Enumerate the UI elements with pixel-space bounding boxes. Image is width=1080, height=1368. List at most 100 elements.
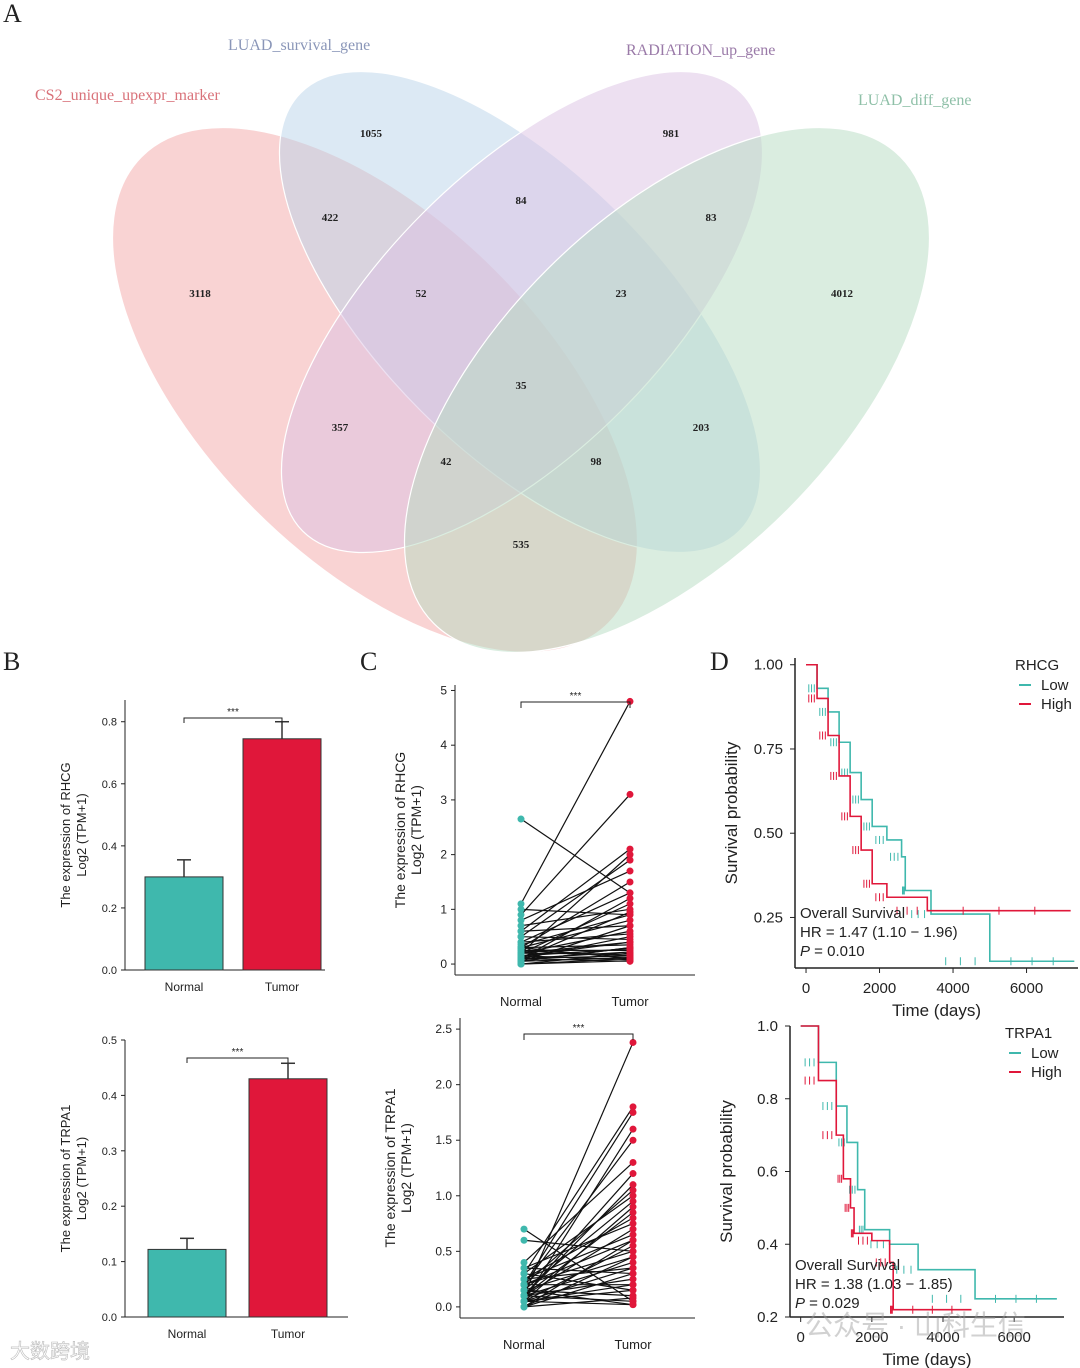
point-tumor xyxy=(629,1197,637,1205)
venn-count: 1055 xyxy=(360,128,383,140)
pair-line xyxy=(520,908,631,916)
watermark-left: 大数跨境 xyxy=(10,1340,90,1363)
x-tick-label: 0 xyxy=(797,1329,805,1346)
point-tumor xyxy=(629,1038,637,1046)
point-tumor xyxy=(629,1208,637,1216)
point-normal xyxy=(517,815,525,823)
significance-bracket xyxy=(183,717,283,723)
point-tumor xyxy=(629,1286,637,1294)
panel-label-a: A xyxy=(3,0,22,28)
point-tumor xyxy=(629,1170,637,1178)
x-tick-label: Normal xyxy=(168,1327,207,1341)
point-tumor xyxy=(629,1203,637,1211)
point-tumor xyxy=(626,911,634,919)
point-tumor xyxy=(629,1214,637,1222)
x-tick-label: Tumor xyxy=(614,1337,652,1352)
venn-set-label: CS2_unique_upexpr_marker xyxy=(35,87,221,104)
y-tick-label: 0.50 xyxy=(754,825,783,842)
pair-line xyxy=(523,1284,634,1302)
point-tumor xyxy=(629,1103,637,1111)
y-tick-label: 0.0 xyxy=(102,965,117,977)
y-tick-label: 0.6 xyxy=(757,1164,778,1181)
venn-count: 84 xyxy=(516,195,528,207)
pair-line xyxy=(520,949,631,957)
point-tumor xyxy=(629,1125,637,1133)
y-axis-label-unit: Log2 (TPM+1) xyxy=(408,785,424,875)
pair-line xyxy=(520,951,631,960)
point-tumor xyxy=(629,1242,637,1250)
y-tick-label: 0.2 xyxy=(102,903,117,915)
venn-count: 357 xyxy=(332,422,349,434)
x-tick-label: Normal xyxy=(165,980,204,994)
pair-line xyxy=(523,1042,634,1297)
point-tumor xyxy=(629,1181,637,1189)
y-tick-label: 0.1 xyxy=(102,1257,117,1269)
venn-set-label: RADIATION_up_gene xyxy=(626,42,775,59)
pair-line xyxy=(520,957,631,965)
y-tick-label: 0.2 xyxy=(757,1309,778,1326)
point-tumor xyxy=(629,1281,637,1289)
x-tick-label: Tumor xyxy=(611,994,649,1009)
km-annotation-title: Overall Survival xyxy=(800,905,905,922)
x-axis-label: Time (days) xyxy=(892,1001,981,1020)
point-tumor xyxy=(626,916,634,924)
pair-line xyxy=(523,1211,634,1297)
y-tick-label: 0.25 xyxy=(754,909,783,926)
y-tick-label: 1.5 xyxy=(435,1133,452,1147)
point-normal xyxy=(517,960,525,968)
y-axis-label: The expression of TRPA1 xyxy=(382,1088,398,1247)
km-curve-low xyxy=(800,1025,1057,1300)
pair-line xyxy=(523,1295,634,1302)
point-tumor xyxy=(629,1270,637,1278)
venn-count: 422 xyxy=(322,212,339,224)
point-tumor xyxy=(626,697,634,705)
pair-line xyxy=(520,870,631,921)
y-axis-label: The expression of RHCG xyxy=(392,752,408,908)
point-tumor xyxy=(629,1247,637,1255)
point-tumor xyxy=(629,1258,637,1266)
pair-line xyxy=(523,1300,634,1306)
y-tick-label: 0.0 xyxy=(435,1300,452,1314)
point-normal xyxy=(520,1264,528,1272)
venn-count: 52 xyxy=(416,288,428,300)
y-tick-label: 0 xyxy=(440,957,447,971)
p-value: P = 0.029 xyxy=(795,1295,860,1312)
point-tumor xyxy=(626,955,634,963)
venn-set-label: LUAD_diff_gene xyxy=(858,92,971,109)
venn-count: 23 xyxy=(616,288,628,300)
y-tick-label: 0.4 xyxy=(757,1236,778,1253)
point-tumor xyxy=(629,1253,637,1261)
km-curve-high xyxy=(806,663,1071,912)
point-normal xyxy=(520,1297,528,1305)
x-tick-label: 4000 xyxy=(926,1329,959,1346)
y-tick-label: 0.5 xyxy=(435,1244,452,1258)
y-tick-label: 0.5 xyxy=(102,1035,117,1047)
venn-set-label: LUAD_survival_gene xyxy=(228,37,370,54)
bar-normal xyxy=(147,1248,227,1318)
point-tumor xyxy=(626,894,634,902)
point-tumor xyxy=(629,1158,637,1166)
point-normal xyxy=(517,952,525,960)
x-tick-label: 2000 xyxy=(855,1329,888,1346)
point-normal xyxy=(520,1270,528,1278)
venn-count: 4012 xyxy=(831,288,854,300)
venn-count: 203 xyxy=(693,422,710,434)
y-tick-label: 0.2 xyxy=(102,1201,117,1213)
y-tick-label: 0.4 xyxy=(102,841,117,853)
point-tumor xyxy=(629,1275,637,1283)
point-tumor xyxy=(629,1136,637,1144)
y-axis-label-unit: Log2 (TPM+1) xyxy=(74,793,89,876)
pair-line xyxy=(520,925,631,962)
y-tick-label: 2.0 xyxy=(435,1078,452,1092)
pair-line xyxy=(523,1239,634,1252)
significance-bracket xyxy=(523,1033,634,1040)
y-tick-label: 1.00 xyxy=(754,657,783,674)
pair-line xyxy=(523,1289,634,1302)
point-tumor xyxy=(629,1220,637,1228)
y-axis-label-unit: Log2 (TPM+1) xyxy=(74,1137,89,1220)
pair-line xyxy=(520,941,631,957)
panel-label-d: D xyxy=(710,647,729,676)
point-tumor xyxy=(626,938,634,946)
pair-line xyxy=(520,701,631,905)
